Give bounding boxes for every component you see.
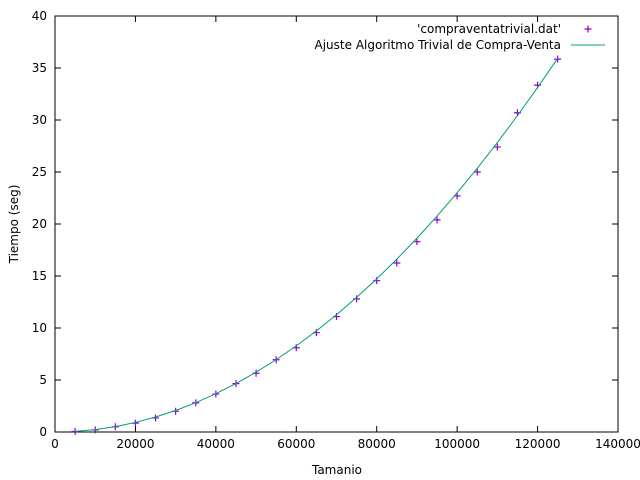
legend: 'compraventatrivial.dat' Ajuste Algoritmo… — [315, 22, 605, 52]
data-point — [413, 238, 421, 246]
x-tick-label: 100000 — [434, 437, 480, 451]
series-data-points — [71, 55, 562, 435]
y-tick-label: 0 — [39, 425, 47, 439]
x-tick-label: 20000 — [116, 437, 154, 451]
data-point — [473, 168, 481, 176]
legend-entry: 'compraventatrivial.dat' — [417, 22, 592, 36]
plot-border — [54, 15, 619, 433]
x-tick-label: 80000 — [358, 437, 396, 451]
x-tick-label: 0 — [51, 437, 59, 451]
x-tick-label: 140000 — [595, 437, 640, 451]
y-tick-label: 20 — [32, 217, 47, 231]
legend-point-sample — [584, 25, 592, 33]
y-tick-label: 40 — [32, 9, 47, 23]
y-tick-label: 10 — [32, 321, 47, 335]
y-tick-label: 35 — [32, 61, 47, 75]
legend-label: Ajuste Algoritmo Trivial de Compra-Venta — [315, 38, 561, 52]
x-tick-label: 40000 — [197, 437, 235, 451]
data-point — [393, 259, 401, 267]
series-layer — [71, 55, 562, 435]
y-axis-title: Tiempo (seg) — [7, 185, 21, 265]
x-axis-title: Tamanio — [311, 463, 362, 477]
legend-label: 'compraventatrivial.dat' — [417, 22, 561, 36]
data-point — [493, 143, 501, 151]
data-point — [433, 216, 441, 224]
fit-curve — [75, 57, 559, 432]
x-tick-label: 120000 — [515, 437, 561, 451]
x-tick-label: 60000 — [277, 437, 315, 451]
y-tick-label: 30 — [32, 113, 47, 127]
plot-frame — [54, 15, 619, 433]
y-tick-label: 5 — [39, 373, 47, 387]
series-fit-line — [75, 57, 559, 432]
axis-ticks: 0 20000 40000 60000 80000 100000 120000 140000 0… — [32, 9, 640, 451]
y-tick-label: 15 — [32, 269, 47, 283]
y-tick-label: 25 — [32, 165, 47, 179]
data-point — [554, 55, 562, 63]
legend-entry: Ajuste Algoritmo Trivial de Compra-Venta — [315, 38, 605, 52]
